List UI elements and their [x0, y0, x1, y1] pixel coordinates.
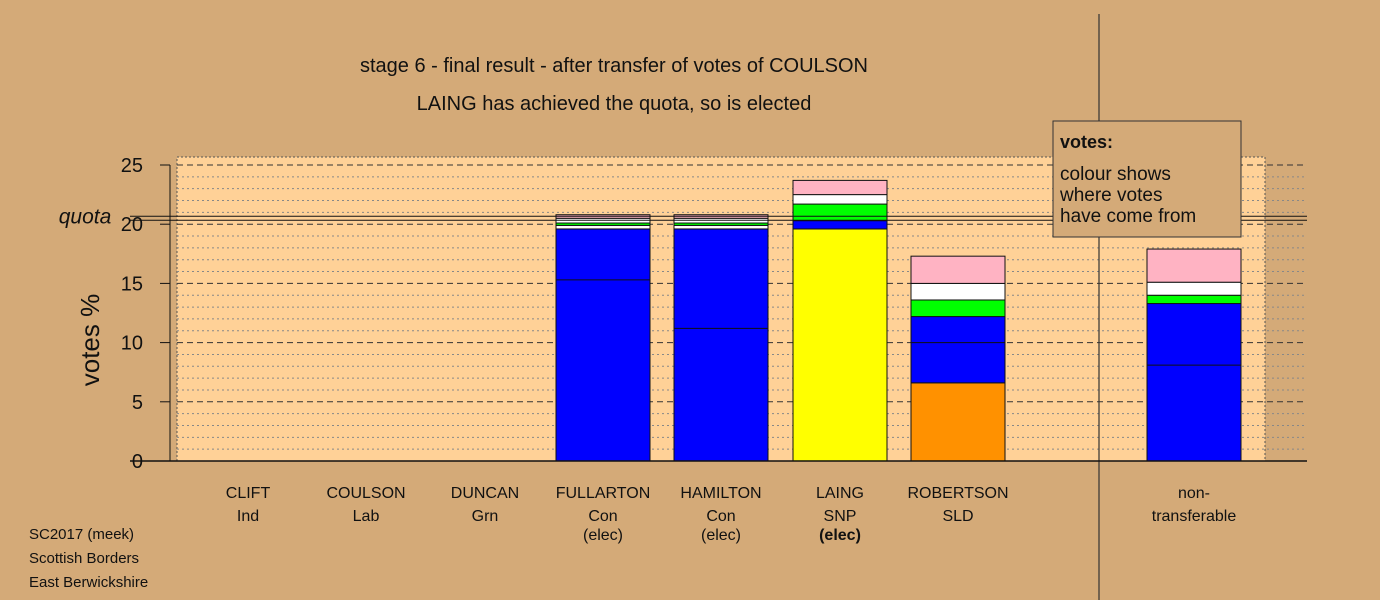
y-tick-label: 15 [121, 273, 143, 295]
y-tick-label: 10 [121, 333, 143, 355]
category-name: CLIFT [226, 485, 271, 502]
chart-subtitle: LAING has achieved the quota, so is elec… [416, 93, 812, 115]
category-name: FULLARTON [556, 485, 651, 502]
bar-segment-non [1146, 294, 1242, 305]
category-name: non- [1178, 485, 1210, 502]
category-name: DUNCAN [451, 485, 519, 502]
y-tick-label: 20 [121, 214, 143, 236]
legend-box [1052, 120, 1242, 238]
bar-segment-laing [792, 228, 888, 462]
category-party: Con [588, 508, 617, 525]
category-party: Ind [237, 508, 259, 525]
category-party: SLD [942, 508, 973, 525]
bar-segment-robertson [910, 382, 1006, 462]
category-name: COULSON [326, 485, 405, 502]
category-party: Con [706, 508, 735, 525]
footer-line-2: Scottish Borders [29, 550, 140, 567]
bar-segment-fullarton [555, 224, 651, 230]
bar-segment-robertson [910, 316, 1006, 384]
y-tick-label: 5 [132, 392, 143, 414]
bar-segment-non [1146, 248, 1242, 283]
y-tick-label: 25 [121, 155, 143, 177]
quota-label: quota [59, 205, 112, 228]
bar-segment-robertson [910, 299, 1006, 318]
y-axis-label: votes % [75, 294, 105, 387]
legend-line: where votes [1059, 185, 1162, 206]
bar-segment-fullarton [555, 228, 651, 462]
category-party: transferable [1152, 508, 1237, 525]
category-note: (elec) [819, 527, 861, 544]
footer-line-1: SC2017 (meek) [29, 526, 135, 543]
category-party: SNP [824, 508, 857, 525]
footer-line-3: East Berwickshire [29, 574, 149, 591]
bar-segment-hamilton [673, 228, 769, 462]
bar-segment-robertson [910, 282, 1006, 301]
bar-segment-laing [792, 220, 888, 230]
bar-segment-laing [792, 194, 888, 205]
legend-line: have come from [1060, 206, 1196, 227]
category-name: HAMILTON [680, 485, 761, 502]
bar-segment-laing [792, 179, 888, 196]
category-note: (elec) [583, 527, 623, 544]
category-note: (elec) [701, 527, 741, 544]
legend-line: colour shows [1060, 164, 1171, 185]
category-party: Lab [353, 508, 380, 525]
bar-segment-non [1146, 281, 1242, 296]
category-party: Grn [472, 508, 499, 525]
bar-segment-hamilton [673, 224, 769, 230]
bar-segment-robertson [910, 255, 1006, 284]
y-tick-label: 0 [132, 451, 143, 473]
category-name: ROBERTSON [907, 485, 1008, 502]
bar-segment-laing [792, 203, 888, 222]
category-name: LAING [816, 485, 864, 502]
bar-segment-non [1146, 303, 1242, 462]
legend-title: votes: [1060, 132, 1113, 152]
chart-title: stage 6 - final result - after transfer … [360, 55, 868, 77]
